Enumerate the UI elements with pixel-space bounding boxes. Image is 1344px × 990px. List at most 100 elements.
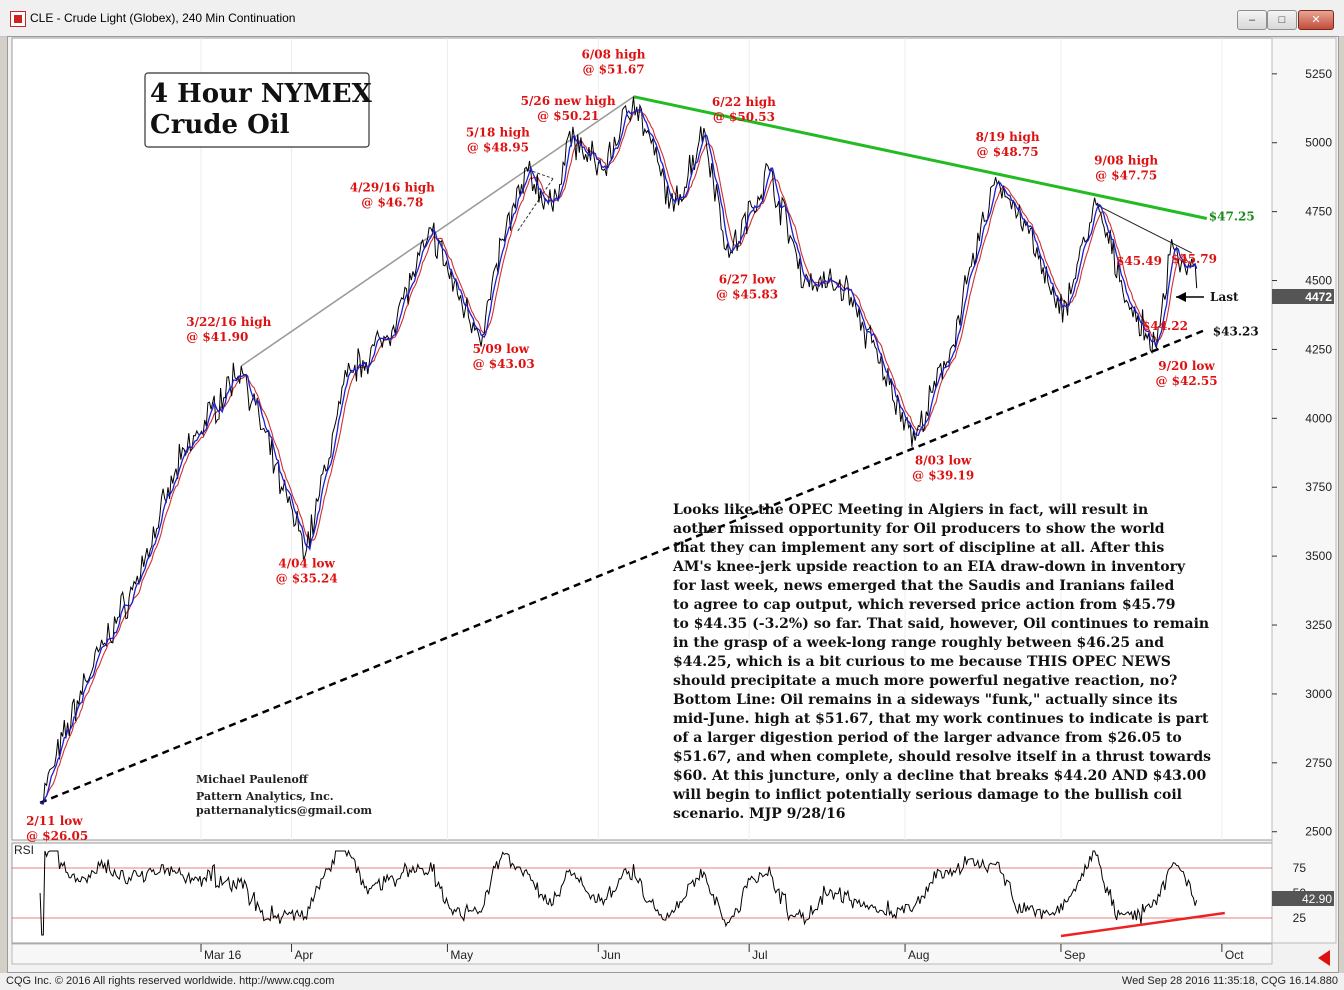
pivot-value-label: @ $51.67 bbox=[582, 63, 644, 77]
commentary-line: Looks like the OPEC Meeting in Algiers i… bbox=[673, 502, 1148, 518]
pivot-value-label: @ $50.53 bbox=[713, 110, 775, 124]
commentary-text: Looks like the OPEC Meeting in Algiers i… bbox=[672, 502, 1211, 822]
resistance-label: $47.25 bbox=[1209, 210, 1255, 224]
chart-title-line-1: 4 Hour NYMEX bbox=[150, 79, 373, 109]
status-timestamp: Wed Sep 28 2016 11:35:18, CQG 16.14.880 bbox=[1121, 975, 1338, 987]
pivot-value-label: @ $48.95 bbox=[467, 141, 529, 155]
app-icon bbox=[10, 11, 26, 27]
upper-channel-line bbox=[240, 96, 634, 367]
commentary-line: that they can implement any sort of disc… bbox=[673, 540, 1164, 556]
price-tick-label: 2750 bbox=[1305, 756, 1332, 770]
rsi-label: RSI bbox=[14, 843, 34, 857]
pivot-value-label: @ $46.78 bbox=[361, 195, 423, 209]
price-tick-label: 4750 bbox=[1305, 205, 1332, 219]
pivot-value-label: @ $42.55 bbox=[1155, 374, 1217, 388]
window-title: CLE - Crude Light (Globex), 240 Min Cont… bbox=[30, 11, 296, 25]
rsi-line bbox=[39, 849, 1198, 936]
time-tick-label: Mar 16 bbox=[204, 948, 242, 962]
price-tick-label: 4250 bbox=[1305, 342, 1332, 356]
recent-level-label: $45.49 bbox=[1116, 254, 1162, 268]
pivot-label: 3/22/16 high bbox=[186, 315, 271, 329]
pivot-annotations: 2/11 low@ $26.05 3/22/16 high@ $41.90 4/04… bbox=[26, 48, 1217, 843]
commentary-line: scenario. MJP 9/28/16 bbox=[673, 806, 846, 822]
author-credits: Michael Paulenoff Pattern Analytics, Inc… bbox=[196, 773, 372, 817]
time-tick-label: Sep bbox=[1064, 948, 1086, 962]
moving-average-fast-line bbox=[39, 108, 1198, 805]
pivot-value-label: @ $50.21 bbox=[537, 109, 599, 123]
commentary-line: will begin to inflict potentially seriou… bbox=[672, 787, 1182, 803]
credit-company: Pattern Analytics, Inc. bbox=[196, 790, 334, 803]
chart-title-box: 4 Hour NYMEX Crude Oil bbox=[144, 72, 373, 148]
price-tick-label: 4500 bbox=[1305, 274, 1332, 288]
rsi-value-tag: 42.90 bbox=[1272, 891, 1334, 906]
status-copyright: CQG Inc. © 2016 All rights reserved worl… bbox=[6, 975, 335, 987]
price-tick-label: 4000 bbox=[1305, 411, 1332, 425]
time-tick-label: Jun bbox=[601, 948, 620, 962]
time-axis-panel bbox=[11, 943, 1273, 965]
trendlines: $47.25 $43.23 bbox=[39, 95, 1259, 804]
short-term-resistance-line bbox=[1095, 204, 1192, 254]
resistance-trendline bbox=[633, 95, 1208, 220]
pivot-value-label: @ $45.83 bbox=[716, 288, 778, 302]
commentary-line: aother missed opportunity for Oil produc… bbox=[673, 521, 1165, 537]
commentary-line: should precipitate a much more powerful … bbox=[673, 673, 1177, 689]
time-tick-label: Apr bbox=[295, 948, 314, 962]
recent-level-label: $45.79 bbox=[1171, 252, 1217, 266]
recent-level-label: $44.22 bbox=[1142, 319, 1188, 333]
pivot-label: 6/08 high bbox=[581, 48, 645, 62]
price-tick-label: 3500 bbox=[1305, 549, 1332, 563]
commentary-line: $51.67, and when complete, should resolv… bbox=[673, 749, 1211, 765]
price-series bbox=[39, 96, 1198, 805]
commentary-line: for last week, news emerged that the Sau… bbox=[673, 578, 1175, 594]
chart-title-line-2: Crude Oil bbox=[150, 110, 290, 140]
maximize-button[interactable]: □ bbox=[1267, 10, 1297, 30]
price-tick-label: 2500 bbox=[1305, 825, 1332, 839]
rsi-tick-label: 25 bbox=[1293, 911, 1307, 925]
pivot-value-label: @ $43.03 bbox=[473, 357, 535, 371]
price-line bbox=[39, 96, 1198, 805]
price-tick-label: 3000 bbox=[1305, 687, 1332, 701]
status-bar: CQG Inc. © 2016 All rights reserved worl… bbox=[0, 973, 1344, 990]
price-tick-label: 3250 bbox=[1305, 618, 1332, 632]
commentary-line: $44.25, which is a bit curious to me bec… bbox=[673, 654, 1171, 670]
pivot-label: 9/08 high bbox=[1094, 154, 1158, 168]
last-price-tag: 4472 bbox=[1305, 290, 1332, 304]
pivot-label: 5/09 low bbox=[473, 342, 530, 356]
pivot-label: 4/04 low bbox=[278, 557, 335, 571]
price-tick-label: 5250 bbox=[1305, 67, 1332, 81]
pivot-label: 6/22 high bbox=[712, 95, 776, 109]
commentary-line: AM's knee-jerk upside reaction to an EIA… bbox=[672, 559, 1186, 575]
price-axis-panel bbox=[1271, 37, 1337, 944]
rsi-divergence-line bbox=[1060, 911, 1225, 938]
price-tick-label: 5000 bbox=[1305, 136, 1332, 150]
commentary-line: mid-June. high at $51.67, that my work c… bbox=[673, 711, 1209, 727]
time-tick-label: May bbox=[450, 948, 473, 962]
pivot-value-label: @ $48.75 bbox=[977, 145, 1039, 159]
minimize-button[interactable]: – bbox=[1237, 10, 1267, 30]
time-tick-label: Oct bbox=[1225, 948, 1244, 962]
close-button[interactable]: ✕ bbox=[1298, 10, 1334, 30]
pivot-label: 8/03 low bbox=[915, 454, 972, 468]
support-label: $43.23 bbox=[1213, 324, 1259, 338]
rsi-value: 42.90 bbox=[1302, 892, 1332, 906]
price-tick-label: 3750 bbox=[1305, 480, 1332, 494]
pivot-label: 5/18 high bbox=[466, 126, 530, 140]
time-tick-label: Aug bbox=[908, 948, 929, 962]
credit-email: patternanalytics@gmail.com bbox=[196, 804, 372, 817]
pivot-value-label: @ $35.24 bbox=[276, 572, 338, 586]
commentary-line: in the grasp of a week-long range roughl… bbox=[673, 635, 1164, 651]
pivot-value-label: @ $39.19 bbox=[912, 469, 974, 483]
last-label: Last bbox=[1210, 290, 1239, 304]
pivot-value-label: @ $41.90 bbox=[186, 330, 248, 344]
credit-author: Michael Paulenoff bbox=[196, 773, 309, 786]
commentary-line: $60. At this juncture, only a decline th… bbox=[673, 768, 1207, 784]
wedge-line bbox=[527, 169, 554, 180]
commentary-line: to $44.35 (-3.2%) so far. That said, how… bbox=[673, 616, 1209, 632]
pivot-label: 5/26 new high bbox=[521, 94, 616, 108]
pivot-label: 8/19 high bbox=[976, 130, 1040, 144]
time-tick-label: Jul bbox=[752, 948, 767, 962]
price-plot-area bbox=[11, 37, 1273, 841]
pivot-label: 9/20 low bbox=[1158, 359, 1215, 373]
scroll-left-arrow-icon[interactable] bbox=[1318, 950, 1330, 966]
